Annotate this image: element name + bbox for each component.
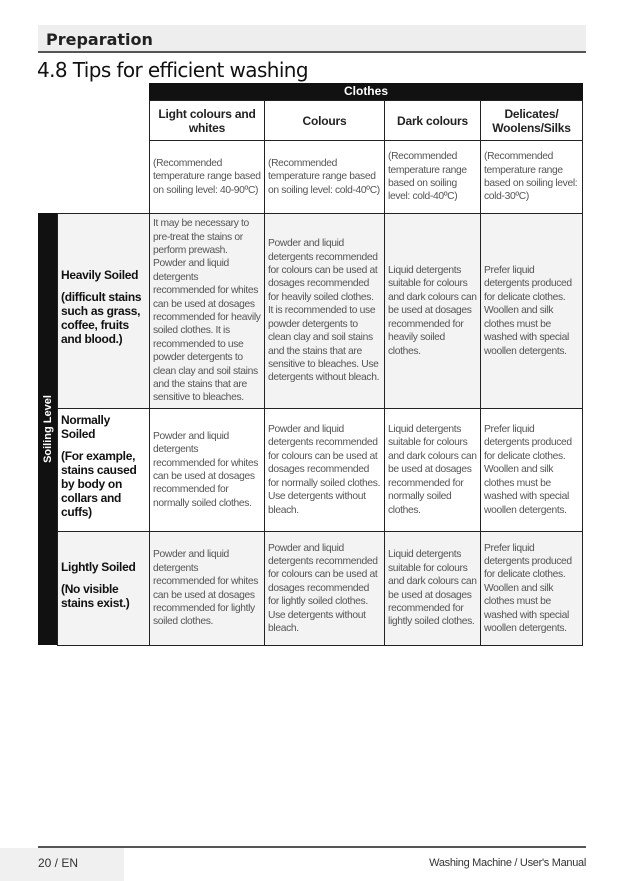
row-sublabel: (No visible stains exist.) bbox=[61, 581, 130, 610]
table-cell: Prefer liquid detergents produced for de… bbox=[480, 531, 583, 646]
section-title: Preparation bbox=[46, 30, 153, 49]
row-label: Heavily Soiled bbox=[61, 268, 139, 282]
table-cell: Powder and liquid detergents recommended… bbox=[264, 213, 385, 409]
temperature-cell: (Recommended temperature range based on … bbox=[264, 140, 385, 214]
row-label: Lightly Soiled bbox=[61, 559, 136, 574]
footer-page-box: 20 / EN bbox=[0, 848, 124, 881]
column-header-dark: Dark colours bbox=[384, 100, 481, 141]
temperature-cell: (Recommended temperature range based on … bbox=[149, 140, 265, 214]
table-cell: Powder and liquid detergents recommended… bbox=[149, 531, 265, 646]
table-cell: Liquid detergents suitable for colours a… bbox=[384, 531, 481, 646]
soiling-level-side-label: Soiling Level bbox=[38, 213, 57, 645]
table-cell: Prefer liquid detergents produced for de… bbox=[480, 408, 583, 532]
table-cell: It may be necessary to pre-treat the sta… bbox=[149, 213, 265, 409]
section-header: Preparation bbox=[38, 25, 586, 53]
row-label-lightly-soiled: Lightly Soiled (No visible stains exist.) bbox=[57, 531, 150, 646]
page-number: 20 / EN bbox=[38, 856, 79, 870]
table-cell: Liquid detergents suitable for colours a… bbox=[384, 408, 481, 532]
column-header-light: Light colours and whites bbox=[149, 100, 265, 141]
page-title: 4.8 Tips for efficient washing bbox=[37, 58, 309, 82]
clothes-group-header: Clothes bbox=[149, 83, 583, 100]
row-label-heavily-soiled: Heavily Soiled (difficult stains such as … bbox=[57, 213, 150, 409]
table-cell: Powder and liquid detergents recommended… bbox=[264, 531, 385, 646]
footer-divider bbox=[38, 846, 586, 848]
row-sublabel: (difficult stains such as grass, coffee,… bbox=[61, 290, 142, 346]
row-label: Normally Soiled bbox=[61, 413, 110, 441]
footer-manual-title: Washing Machine / User's Manual bbox=[429, 857, 586, 869]
table-cell: Prefer liquid detergents produced for de… bbox=[480, 213, 583, 409]
temperature-cell: (Recommended temperature range based on … bbox=[480, 140, 583, 214]
column-header-colours: Colours bbox=[264, 100, 385, 141]
row-label-normally-soiled: Normally Soiled (For example, stains caus… bbox=[57, 408, 150, 532]
table-cell: Liquid detergents suitable for colours a… bbox=[384, 213, 481, 409]
column-header-delicates: Delicates/ Woolens/Silks bbox=[480, 100, 583, 141]
row-sublabel: (For example, stains caused by body on c… bbox=[61, 449, 137, 519]
temperature-cell: (Recommended temperature range based on … bbox=[384, 140, 481, 214]
table-cell: Powder and liquid detergents recommended… bbox=[264, 408, 385, 532]
side-label-text: Soiling Level bbox=[41, 395, 54, 463]
table-cell: Powder and liquid detergents recommended… bbox=[149, 408, 265, 532]
